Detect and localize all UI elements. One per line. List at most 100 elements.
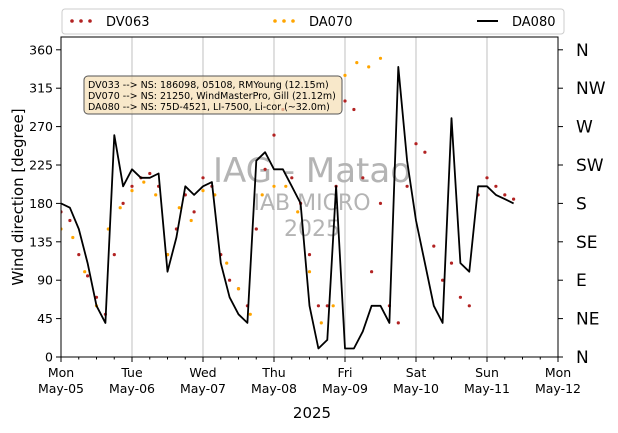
y-axis-label: Wind direction [degree]: [9, 108, 27, 285]
data-point: [236, 287, 241, 291]
legend-label-dv063: DV063: [106, 15, 150, 30]
x-tick-day: Thu: [261, 365, 285, 380]
data-point: [254, 227, 258, 231]
data-point: [511, 197, 516, 201]
legend-entry-da070: DA070: [273, 15, 353, 30]
y-tick-label: 180: [29, 196, 53, 211]
data-point: [112, 253, 116, 257]
data-point: [405, 184, 409, 188]
legend-label-da070: DA070: [309, 15, 353, 30]
y-tick-label: 90: [37, 273, 53, 288]
data-point: [361, 176, 365, 180]
legend-label-da080: DA080: [512, 15, 556, 30]
x-tick-day: Tue: [120, 365, 143, 380]
data-point: [77, 253, 81, 257]
data-point: [316, 304, 320, 308]
x-tick-date: May-10: [393, 381, 439, 396]
data-point: [189, 218, 193, 223]
data-point: [503, 193, 507, 197]
y-tick-label: 45: [37, 311, 53, 326]
data-point: [83, 270, 87, 274]
y-tick-label: 360: [29, 42, 53, 57]
compass-label: W: [576, 118, 593, 138]
x-tick-day: Mon: [545, 365, 571, 380]
data-point: [307, 253, 312, 257]
y-tick-label: 270: [29, 119, 53, 134]
watermark: IAG - Matao IAB MICRO 2025: [213, 151, 411, 242]
x-axis-label: 2025: [293, 404, 331, 422]
data-point: [142, 180, 146, 184]
watermark-line-3: 2025: [284, 217, 340, 242]
data-point: [485, 176, 489, 180]
x-tick-day: Sun: [475, 365, 499, 380]
x-tick-date: May-09: [322, 381, 368, 396]
data-point: [352, 107, 356, 112]
data-point: [260, 193, 264, 197]
data-point: [225, 261, 229, 265]
data-point: [148, 171, 152, 176]
data-point: [228, 278, 232, 282]
data-point: [296, 210, 300, 214]
data-point: [370, 270, 374, 274]
annotation-line-2: DV070 --> NS: 21250, WindMasterPro, Gill…: [88, 91, 336, 102]
x-tick-day: Mon: [48, 365, 74, 380]
x-tick-day: Fri: [338, 365, 353, 380]
y-axis: 0 45 90 135 180 225 270 315 360: [29, 42, 61, 365]
watermark-line-2: IAB MICRO: [253, 191, 370, 216]
annotation-line-1: DV033 --> NS: 186098, 05108, RMYoung (12…: [88, 80, 329, 91]
x-tick-date: May-06: [109, 381, 155, 396]
legend-entry-dv063: DV063: [70, 15, 150, 30]
data-point: [378, 56, 383, 60]
y-tick-label: 0: [45, 350, 53, 365]
data-point: [154, 193, 158, 197]
compass-label: NW: [576, 79, 606, 99]
data-point: [355, 61, 359, 65]
data-point: [367, 65, 371, 69]
legend-marker-da070: [273, 19, 295, 23]
data-point: [331, 304, 335, 308]
data-point: [284, 184, 288, 188]
data-point: [414, 142, 418, 146]
annotation-line-3: DA080 --> NS: 75D-4521, LI-7500, Li-cor …: [88, 102, 330, 113]
x-axis: MonMay-05TueMay-06WedMay-07ThuMay-08FriM…: [38, 357, 581, 396]
data-point: [494, 184, 498, 188]
data-point: [343, 99, 347, 103]
data-point: [325, 304, 329, 308]
data-point: [432, 244, 436, 248]
data-point: [71, 235, 75, 240]
data-point: [378, 201, 383, 205]
data-point: [118, 206, 122, 210]
data-point: [343, 73, 347, 77]
compass-label: N: [576, 41, 589, 61]
data-point: [272, 133, 276, 137]
legend: DV063 DA070 DA080: [61, 8, 565, 35]
compass-label: NE: [576, 310, 599, 330]
compass-label: S: [576, 194, 587, 214]
compass-label: N: [576, 348, 589, 368]
data-point: [201, 176, 205, 180]
compass-label: SE: [576, 233, 598, 253]
data-point: [441, 278, 445, 282]
watermark-line-1: IAG - Matao: [213, 151, 411, 191]
data-point: [201, 189, 205, 193]
data-point: [130, 189, 134, 193]
data-point: [449, 261, 454, 265]
compass-axis: N NE E SE S SW W NW N: [558, 41, 606, 368]
data-point: [319, 321, 323, 325]
data-point: [248, 312, 252, 316]
plot-area: IAG - Matao IAB MICRO 2025 DV033 --> NS:…: [60, 36, 559, 358]
data-point: [263, 167, 267, 171]
data-point: [467, 304, 471, 308]
x-tick-date: May-12: [535, 381, 581, 396]
y-tick-label: 135: [29, 234, 53, 249]
data-point: [396, 321, 400, 325]
series-line: [61, 66, 514, 350]
annotation-frame: [83, 75, 343, 115]
data-point: [192, 210, 196, 214]
legend-marker-dv063: [70, 19, 92, 23]
x-tick-day: Sat: [406, 365, 427, 380]
data-point: [130, 184, 134, 188]
compass-label: E: [576, 271, 587, 291]
annotation-box: DV033 --> NS: 186098, 05108, RMYoung (12…: [83, 75, 343, 115]
y-tick-label: 225: [29, 158, 53, 173]
